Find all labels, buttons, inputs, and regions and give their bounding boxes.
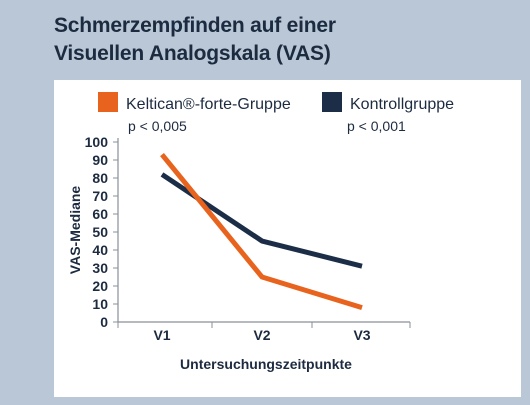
- y-tick-label: 20: [92, 278, 108, 294]
- legend: Keltican®-forte-Gruppe p < 0,005 Kontrol…: [98, 92, 454, 134]
- chart-title: Schmerzempfinden auf einer Visuellen Ana…: [54, 12, 494, 68]
- x-tick-label: V1: [153, 327, 170, 343]
- y-tick-label: 60: [92, 206, 108, 222]
- y-tick-label: 90: [92, 152, 108, 168]
- x-tick-label: V3: [353, 327, 370, 343]
- series-line-keltican: [160, 153, 363, 310]
- y-tick-label: 10: [92, 296, 108, 312]
- y-tick-label: 70: [92, 188, 108, 204]
- y-tick-label: 30: [92, 260, 108, 276]
- x-tick-label: V2: [253, 327, 270, 343]
- chart-title-line2: Visuellen Analogskala (VAS): [54, 42, 331, 65]
- y-tick-label: 0: [100, 314, 108, 330]
- y-tick-label: 40: [92, 242, 108, 258]
- legend-swatch-kontroll: [322, 92, 342, 112]
- legend-label-keltican: Keltican®-forte-Gruppe: [126, 96, 291, 113]
- y-axis-ticks: 0 10 20 30 40 50 60 70 80 90 100: [85, 134, 118, 330]
- chart-panel: [54, 80, 521, 397]
- legend-label-kontroll: Kontrollgruppe: [350, 96, 454, 113]
- y-tick-label: 80: [92, 170, 108, 186]
- legend-pvalue-kontroll: p < 0,001: [347, 118, 406, 134]
- x-axis-title: Untersuchungszeitpunkte: [180, 356, 352, 372]
- y-axis-title: VAS-Mediane: [67, 186, 83, 275]
- y-tick-label: 50: [92, 224, 108, 240]
- chart-title-line1: Schmerzempfinden auf einer: [54, 14, 336, 37]
- legend-pvalue-keltican: p < 0,005: [128, 118, 187, 134]
- legend-swatch-keltican: [98, 92, 118, 112]
- y-tick-label: 100: [85, 134, 109, 150]
- x-axis-ticks: V1 V2 V3: [117, 322, 411, 343]
- series-lines: [160, 153, 363, 310]
